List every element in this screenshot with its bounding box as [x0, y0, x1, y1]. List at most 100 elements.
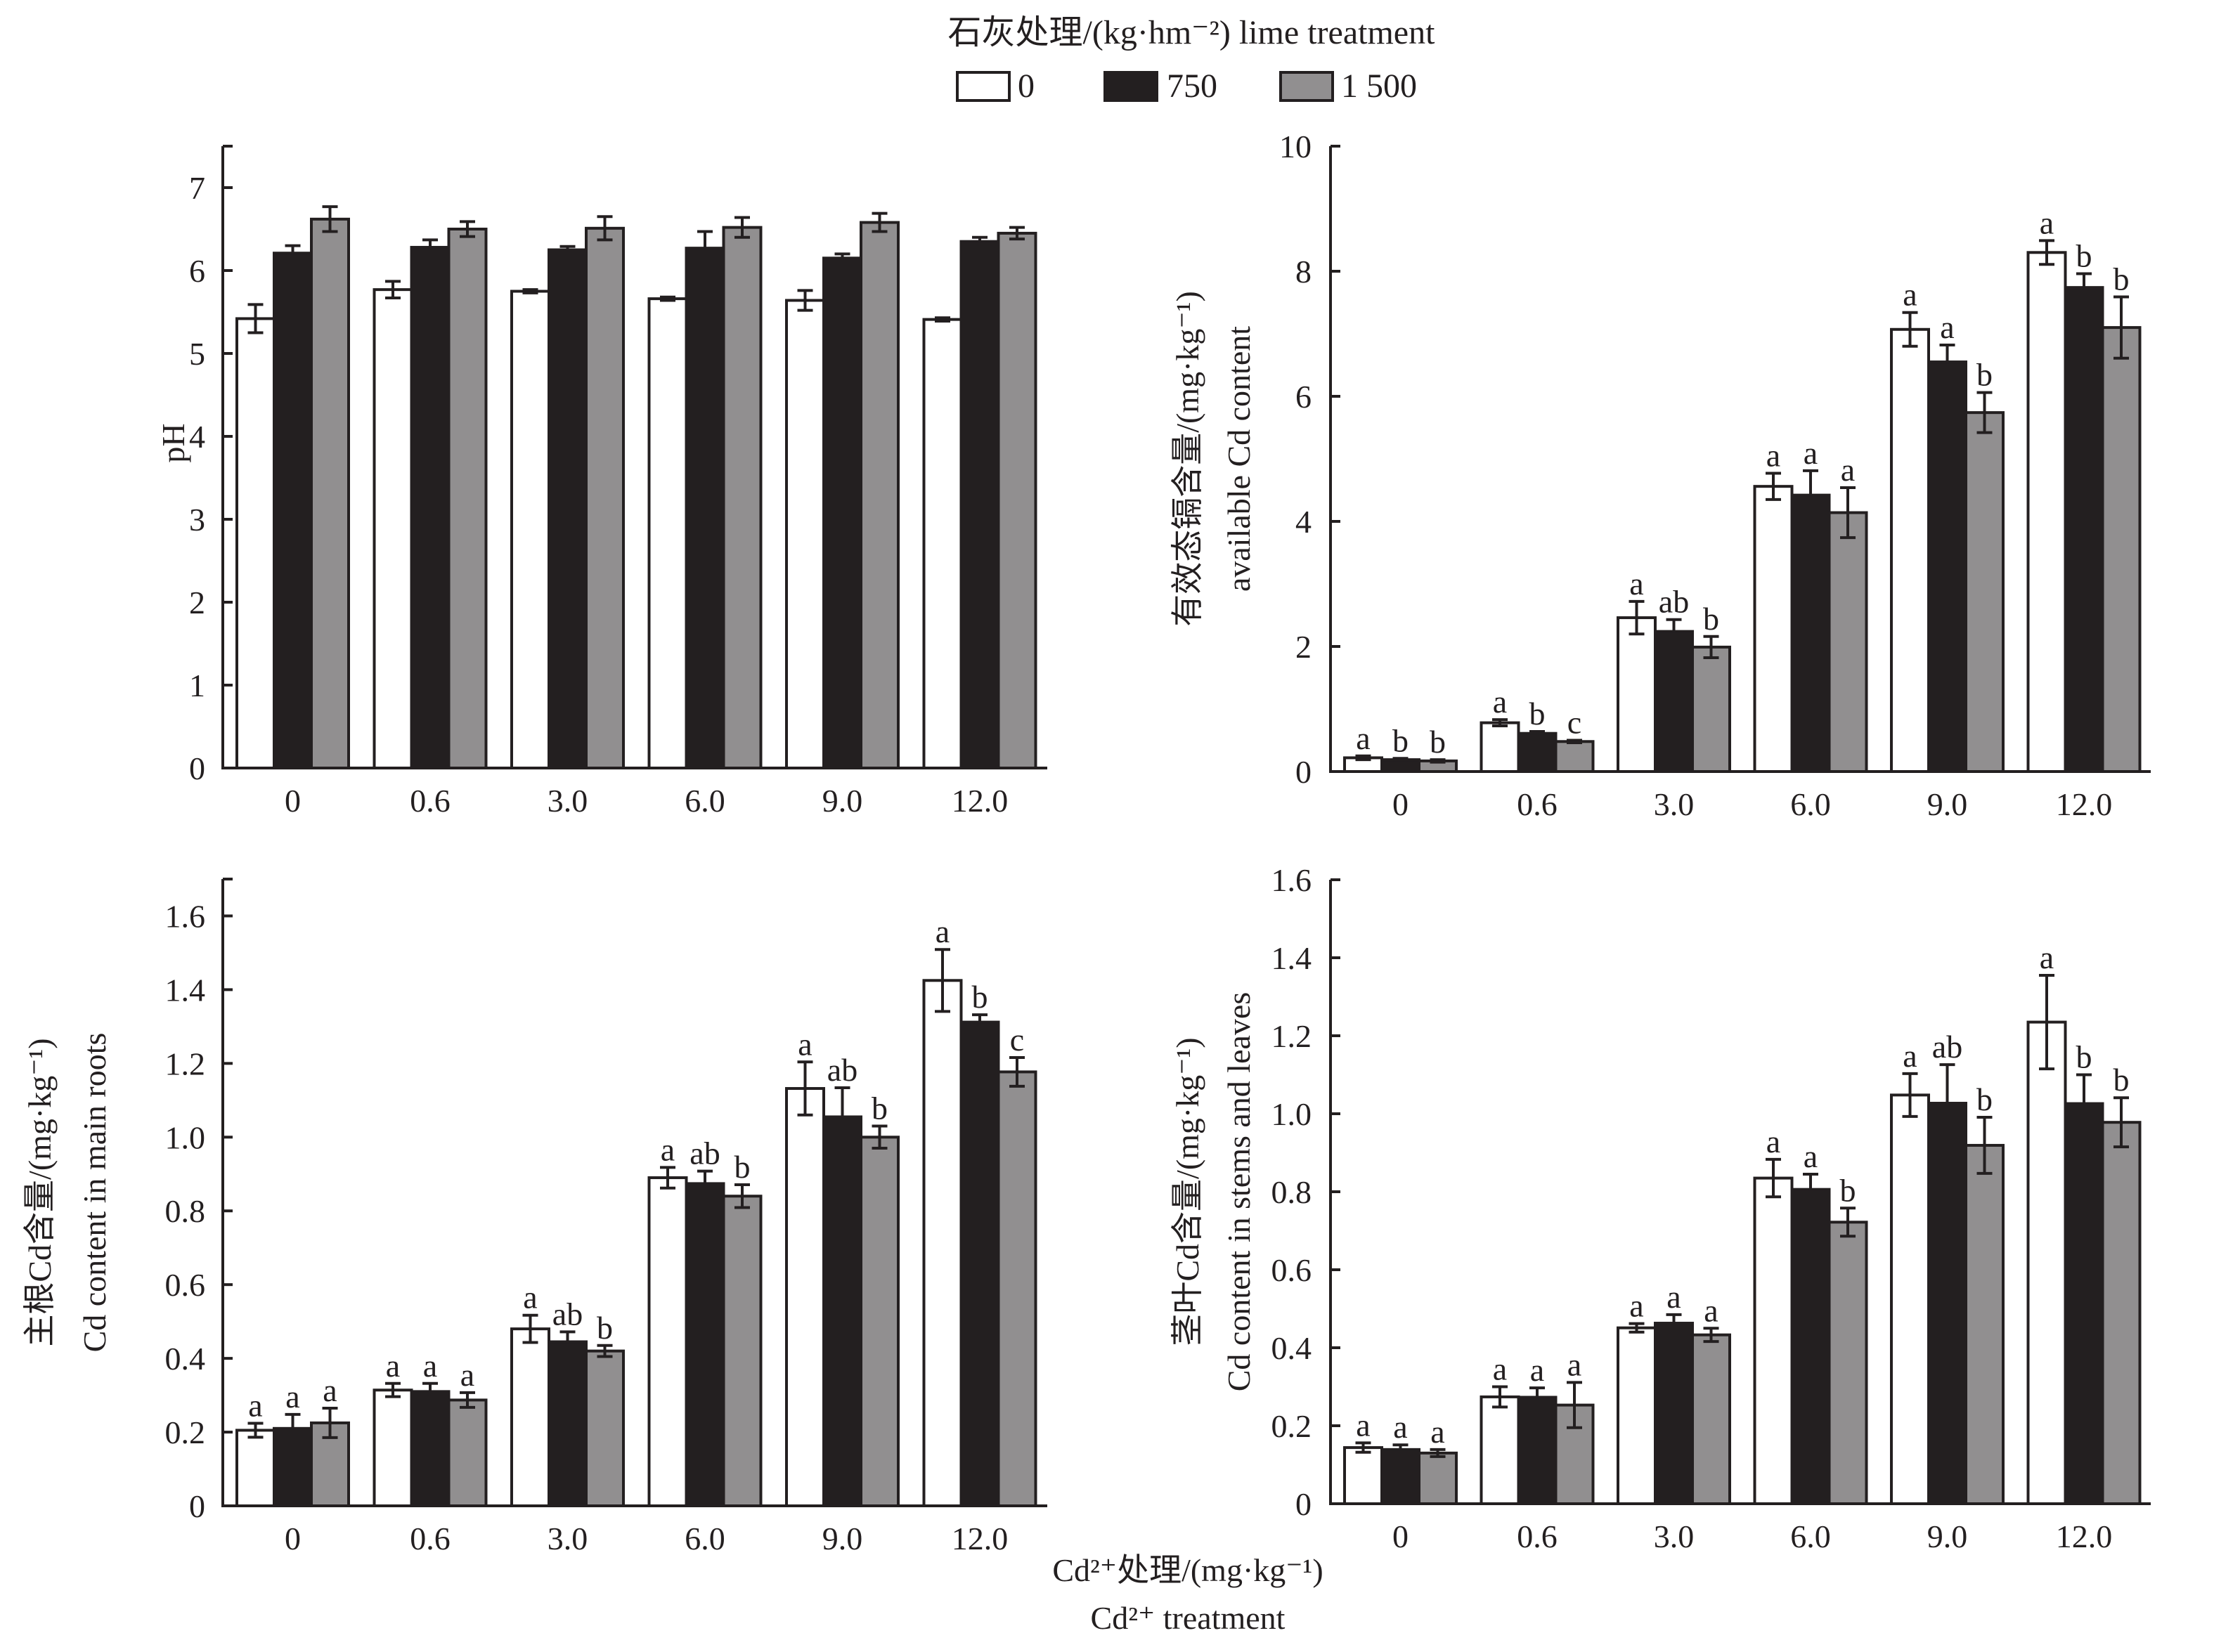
x-tick-label: 6.0	[1790, 786, 1831, 822]
significance-letter: ab	[552, 1296, 583, 1332]
significance-letter: a	[1903, 1038, 1917, 1074]
x-tick-label: 3.0	[548, 1521, 588, 1556]
significance-letter: a	[2040, 939, 2054, 975]
significance-letter: a	[285, 1379, 299, 1414]
bar	[410, 1390, 451, 1508]
x-tick-label: 0.6	[1517, 786, 1558, 822]
x-tick-label: 9.0	[822, 1521, 863, 1556]
x-tick-label: 9.0	[822, 783, 863, 819]
bar	[1753, 1176, 1794, 1505]
y-tick-label: 1.2	[1271, 1018, 1312, 1054]
y-tick-label: 6	[1295, 379, 1312, 415]
x-tick-label: 9.0	[1927, 786, 1968, 822]
bar	[273, 1426, 313, 1507]
x-tick-label: 6.0	[1790, 1518, 1831, 1554]
y-axis-label: 茎叶Cd含量/(mg·kg⁻¹)	[1170, 1037, 1205, 1346]
bar	[1790, 1188, 1831, 1506]
bar	[1753, 485, 1794, 773]
panel-ph: 0 1 2 3 4 5 6 7 pH 0 0.6 3.0 6.0 9.0 12.0	[155, 145, 1047, 819]
bar	[1343, 1446, 1383, 1506]
bar	[447, 1398, 488, 1508]
y-tick-label: 1.0	[1271, 1096, 1312, 1132]
y-tick-label: 0	[189, 750, 205, 786]
significance-letter: b	[1529, 696, 1546, 731]
y-tick-label: 4	[1295, 504, 1312, 540]
bar	[510, 290, 550, 769]
significance-letter: ab	[1932, 1029, 1962, 1065]
x-tick-label: 9.0	[1927, 1518, 1968, 1554]
x-tick-label: 0	[1392, 1518, 1409, 1554]
x-tick-label: 3.0	[1654, 786, 1695, 822]
significance-letter: a	[1356, 720, 1370, 756]
bar	[1554, 740, 1595, 774]
bar	[1380, 758, 1420, 773]
bar	[1691, 1333, 1731, 1506]
significance-letter: b	[734, 1149, 751, 1185]
y-axis-label: 有效态镉含量/(mg·kg⁻¹)	[1170, 291, 1205, 627]
bar	[1418, 1451, 1458, 1506]
bar	[997, 1070, 1037, 1507]
bar	[510, 1327, 550, 1508]
significance-letter: b	[1703, 601, 1719, 637]
y-tick-label: 7	[189, 170, 205, 206]
legend-label-750: 750	[1167, 67, 1217, 105]
significance-letter: ab	[827, 1052, 857, 1088]
x-tick-label: 12.0	[2056, 786, 2113, 822]
bar	[1654, 630, 1694, 774]
y-tick-label: 0.4	[1271, 1330, 1312, 1366]
x-axis-label-line1: Cd²⁺处理/(mg·kg⁻¹)	[1052, 1552, 1323, 1588]
bar	[860, 221, 900, 769]
bar	[235, 317, 276, 769]
legend-swatch-750	[1103, 71, 1158, 102]
y-tick-label: 1.6	[1271, 862, 1312, 898]
bar	[373, 1388, 413, 1507]
bar	[1691, 645, 1731, 774]
y-tick-label: 1	[189, 668, 205, 703]
y-tick-label: 2	[189, 585, 205, 620]
bar	[373, 288, 413, 769]
bar	[860, 1136, 900, 1507]
bar	[310, 217, 350, 769]
significance-letter: ab	[1659, 584, 1689, 620]
bar	[1827, 511, 1868, 773]
significance-letter: b	[1840, 1172, 1856, 1208]
significance-letter: a	[1766, 1124, 1780, 1159]
bar	[548, 1340, 588, 1507]
bar	[1964, 411, 2005, 773]
bar	[785, 299, 825, 770]
significance-letter: a	[1704, 1292, 1718, 1328]
x-tick-label: 6.0	[685, 1521, 725, 1556]
y-tick-label: 1.2	[165, 1046, 206, 1081]
y-tick-label: 0	[189, 1488, 205, 1524]
significance-letter: b	[597, 1310, 613, 1346]
bar	[685, 247, 725, 769]
bar	[447, 228, 488, 769]
y-axis-label: 主根Cd含量/(mg·kg⁻¹)	[22, 1038, 58, 1346]
bar	[722, 1195, 763, 1507]
bar	[647, 1176, 688, 1507]
significance-letter: a	[423, 1348, 437, 1384]
bar	[647, 297, 688, 769]
y-tick-label: 8	[1295, 254, 1312, 290]
bar	[2101, 1121, 2142, 1505]
significance-letter: a	[1530, 1352, 1544, 1388]
significance-letter: b	[2113, 261, 2130, 297]
bar	[997, 231, 1037, 769]
bar	[2026, 1020, 2067, 1505]
y-tick-label: 0.2	[165, 1414, 206, 1450]
significance-letter: a	[936, 913, 950, 949]
bar	[922, 979, 963, 1507]
significance-letter: b	[972, 979, 988, 1015]
y-tick-label: 0.2	[1271, 1408, 1312, 1444]
x-tick-label: 0.6	[410, 783, 451, 819]
bar	[235, 1429, 276, 1508]
bar	[1617, 616, 1657, 773]
significance-letter: a	[1393, 1409, 1407, 1445]
significance-letter: b	[872, 1091, 888, 1126]
y-tick-label: 5	[189, 336, 205, 372]
bar	[2064, 286, 2104, 773]
bar	[1480, 721, 1520, 773]
panel-stems-leaves-cd: 0 0.2 0.4 0.6 0.8 1.0 1.2 1.4 1.6 茎叶Cd含量/(mg·kg⁻¹…	[1170, 862, 2151, 1554]
x-tick-label: 0	[285, 1521, 301, 1556]
significance-letter: b	[2113, 1062, 2130, 1098]
